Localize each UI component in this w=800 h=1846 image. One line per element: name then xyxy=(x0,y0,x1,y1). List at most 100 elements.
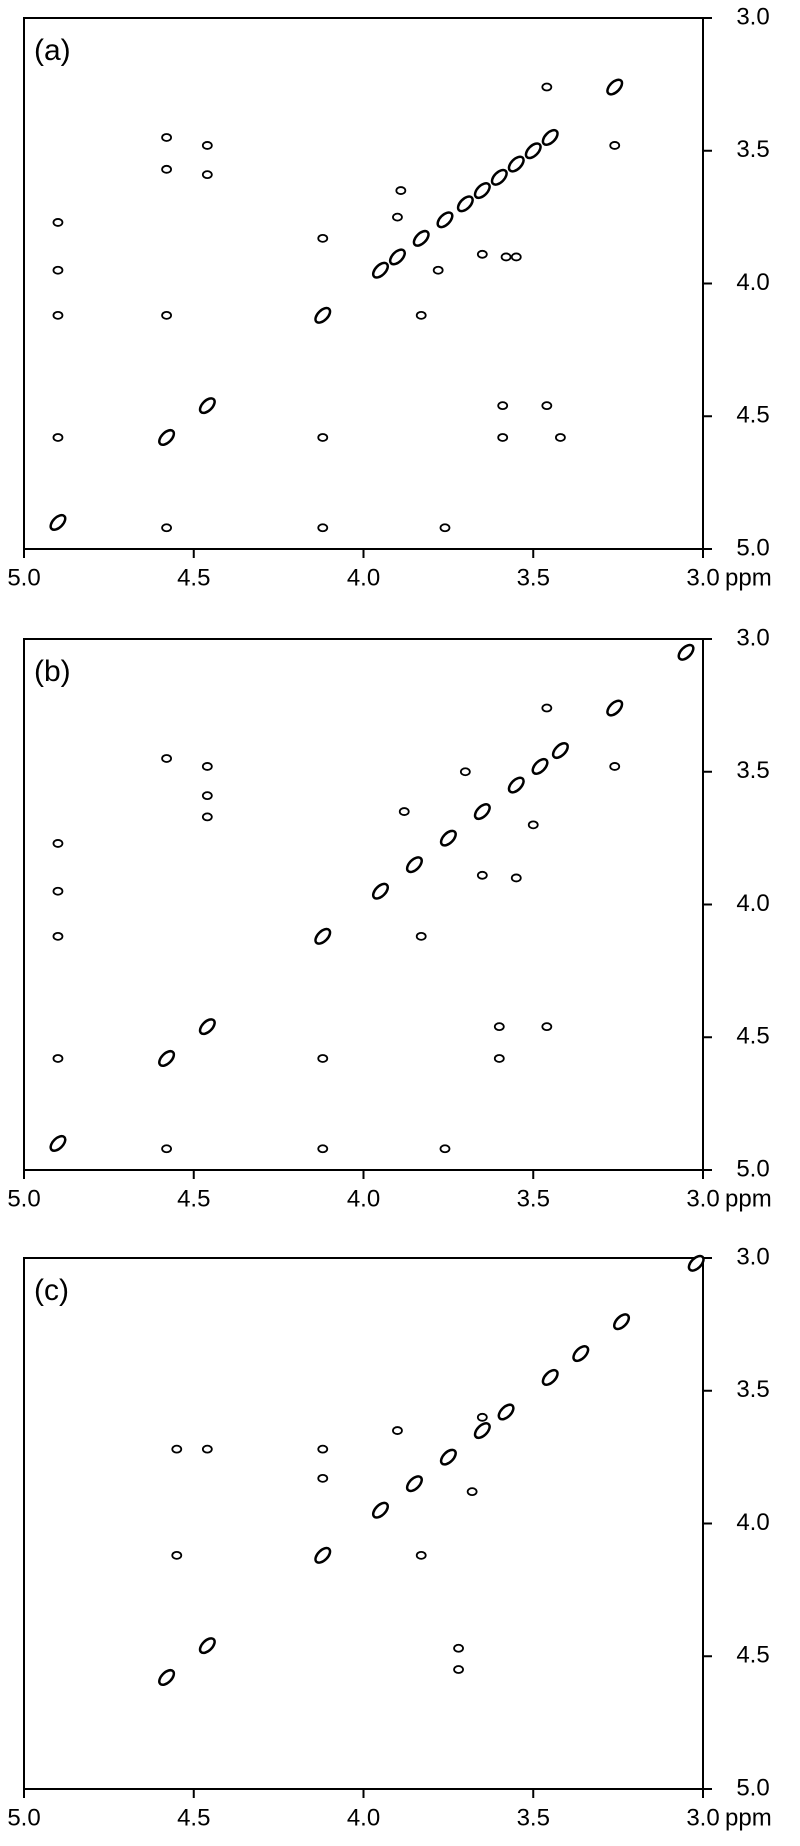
peak xyxy=(198,1018,216,1036)
peak xyxy=(314,927,332,945)
x-tick-label: 4.5 xyxy=(177,564,210,591)
peak xyxy=(439,1448,457,1466)
x-tick-label: 3.0 xyxy=(686,564,719,591)
peak xyxy=(476,249,488,259)
x-tick-label: 5.0 xyxy=(7,1185,40,1212)
peak xyxy=(415,931,427,941)
x-tick-label: 4.5 xyxy=(177,1804,210,1831)
y-tick-label: 4.0 xyxy=(736,890,769,917)
peak xyxy=(161,523,172,533)
peak xyxy=(456,195,474,213)
y-tick-label: 3.5 xyxy=(736,1376,769,1403)
peak xyxy=(476,1412,488,1422)
peak xyxy=(52,218,64,227)
peak xyxy=(612,1313,631,1331)
peak xyxy=(201,791,213,801)
peak xyxy=(507,155,525,173)
peak xyxy=(52,931,64,941)
x-tick-label: 5.0 xyxy=(7,1804,40,1831)
peak xyxy=(161,310,172,320)
peak xyxy=(317,1054,329,1063)
peak xyxy=(473,1422,491,1440)
peak xyxy=(171,1550,183,1560)
peak xyxy=(405,856,423,874)
peak xyxy=(52,839,64,848)
peak xyxy=(510,252,522,262)
peak xyxy=(541,703,553,713)
peak xyxy=(606,78,624,96)
panel-label: (c) xyxy=(34,1274,69,1307)
peak xyxy=(198,397,216,415)
peak xyxy=(405,1475,423,1493)
panel-label: (a) xyxy=(34,34,71,67)
peak xyxy=(161,133,172,142)
peak xyxy=(388,248,406,266)
peak xyxy=(609,762,621,771)
y-tick-label: 4.5 xyxy=(736,402,769,429)
y-tick-label: 5.0 xyxy=(736,534,769,561)
peak xyxy=(371,1501,390,1519)
y-tick-label: 4.0 xyxy=(736,269,769,296)
peak xyxy=(371,261,390,279)
peak xyxy=(317,1444,329,1454)
peak xyxy=(453,1665,464,1674)
peak xyxy=(432,265,444,275)
peak xyxy=(412,229,430,247)
peak xyxy=(439,1144,451,1154)
peak xyxy=(314,306,332,324)
peak xyxy=(158,428,176,447)
peak xyxy=(392,1426,403,1435)
x-tick-label: 3.0 xyxy=(686,1185,719,1212)
peak xyxy=(201,762,213,771)
x-tick-label: 4.0 xyxy=(347,1804,380,1831)
peak xyxy=(171,1444,183,1454)
peak xyxy=(466,1487,478,1497)
peak xyxy=(687,1254,705,1272)
peak xyxy=(439,523,451,533)
plot-frame xyxy=(23,638,704,1171)
peak xyxy=(52,1054,64,1063)
peak xyxy=(158,1668,176,1687)
peak xyxy=(531,757,549,775)
peak xyxy=(551,741,569,760)
plot-frame xyxy=(23,1257,704,1790)
peak xyxy=(490,168,508,186)
peak xyxy=(371,882,390,900)
peak xyxy=(201,1444,213,1454)
x-tick-label: 3.5 xyxy=(517,1804,550,1831)
peak xyxy=(52,433,64,442)
peak xyxy=(541,1368,559,1387)
x-tick-label: 3.0 xyxy=(686,1804,719,1831)
y-tick-label: 3.5 xyxy=(736,136,769,163)
x-tick-label: 5.0 xyxy=(7,564,40,591)
peak xyxy=(201,141,213,150)
peak xyxy=(49,513,67,531)
peak xyxy=(493,1022,505,1032)
peak xyxy=(52,310,64,320)
peak xyxy=(436,211,454,229)
peak xyxy=(541,401,553,411)
y-tick-label: 3.0 xyxy=(736,1243,769,1270)
peak xyxy=(52,886,64,896)
peak xyxy=(510,873,522,883)
peak xyxy=(201,812,213,822)
peak xyxy=(473,803,491,821)
peak xyxy=(497,433,509,442)
x-axis-label: ppm xyxy=(725,1804,772,1831)
peak xyxy=(398,807,410,816)
peak xyxy=(392,212,403,222)
peak xyxy=(677,643,695,661)
y-tick-label: 4.5 xyxy=(736,1642,769,1669)
x-tick-label: 4.5 xyxy=(177,1185,210,1212)
x-axis-label: ppm xyxy=(725,1185,772,1212)
peak xyxy=(317,523,329,533)
peak xyxy=(161,754,172,763)
peak xyxy=(541,82,553,92)
peak xyxy=(541,1022,553,1032)
peak xyxy=(52,265,64,275)
peak xyxy=(158,1049,176,1068)
peak xyxy=(198,1637,216,1655)
